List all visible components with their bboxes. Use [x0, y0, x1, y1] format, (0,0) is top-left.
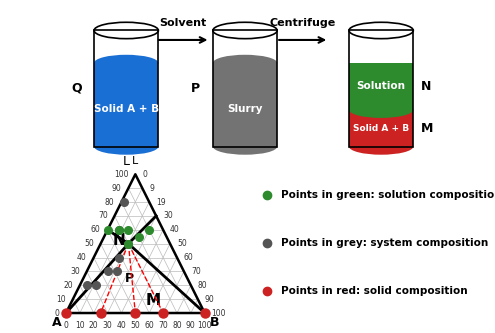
Text: Slurry: Slurry: [227, 104, 263, 114]
Text: Points in grey: system composition: Points in grey: system composition: [281, 238, 489, 248]
Text: Points in red: solid composition: Points in red: solid composition: [281, 286, 468, 296]
Text: 70: 70: [191, 267, 200, 276]
Text: 50: 50: [84, 239, 94, 248]
Text: 10: 10: [56, 295, 66, 304]
Text: N: N: [112, 233, 125, 248]
Text: 0: 0: [142, 170, 147, 179]
Text: Solution: Solution: [357, 81, 405, 91]
Ellipse shape: [213, 55, 277, 71]
Text: L: L: [123, 155, 130, 168]
Text: L: L: [132, 156, 139, 166]
Text: M: M: [421, 122, 433, 135]
Text: 50: 50: [131, 321, 140, 330]
Text: 50: 50: [177, 239, 187, 248]
Text: P: P: [192, 82, 200, 95]
Text: 80: 80: [105, 197, 114, 206]
Text: 0: 0: [63, 321, 68, 330]
Bar: [94, 63, 158, 147]
Text: 10: 10: [75, 321, 85, 330]
Text: 100: 100: [198, 321, 212, 330]
Bar: [213, 63, 277, 147]
Text: 30: 30: [163, 211, 173, 220]
Text: 30: 30: [70, 267, 80, 276]
Text: B: B: [210, 316, 219, 329]
Text: 40: 40: [77, 253, 87, 262]
Text: 80: 80: [198, 281, 207, 290]
Text: 0: 0: [54, 308, 59, 318]
Text: Centrifuge: Centrifuge: [270, 18, 336, 28]
Bar: [349, 110, 413, 147]
Text: Points in green: solution composition: Points in green: solution composition: [281, 190, 495, 200]
Text: 30: 30: [103, 321, 112, 330]
Text: 40: 40: [170, 225, 180, 234]
Text: 40: 40: [117, 321, 126, 330]
Text: 19: 19: [156, 197, 166, 206]
Text: 70: 70: [98, 211, 107, 220]
Text: Solid A + B: Solid A + B: [94, 104, 159, 114]
Ellipse shape: [94, 138, 158, 155]
Text: N: N: [421, 80, 431, 93]
Ellipse shape: [94, 55, 158, 71]
Text: 60: 60: [91, 225, 100, 234]
Text: 20: 20: [63, 281, 73, 290]
Bar: [349, 63, 413, 110]
Text: P: P: [125, 272, 134, 285]
Ellipse shape: [213, 138, 277, 155]
Text: 80: 80: [172, 321, 182, 330]
Ellipse shape: [349, 102, 413, 118]
Text: 60: 60: [184, 253, 194, 262]
Bar: [349, 31, 413, 147]
Text: 9: 9: [149, 183, 154, 193]
Text: 90: 90: [112, 183, 121, 193]
Ellipse shape: [349, 138, 413, 155]
Text: 90: 90: [186, 321, 196, 330]
Text: M: M: [146, 293, 161, 308]
Text: Solid A + B: Solid A + B: [353, 124, 409, 133]
Text: 100: 100: [114, 170, 128, 179]
Text: A: A: [51, 316, 61, 329]
Text: 60: 60: [145, 321, 154, 330]
Text: 100: 100: [212, 308, 226, 318]
Text: 20: 20: [89, 321, 99, 330]
Text: Solvent: Solvent: [159, 18, 207, 28]
Text: 70: 70: [158, 321, 168, 330]
Text: 90: 90: [205, 295, 214, 304]
Text: Q: Q: [71, 82, 82, 95]
